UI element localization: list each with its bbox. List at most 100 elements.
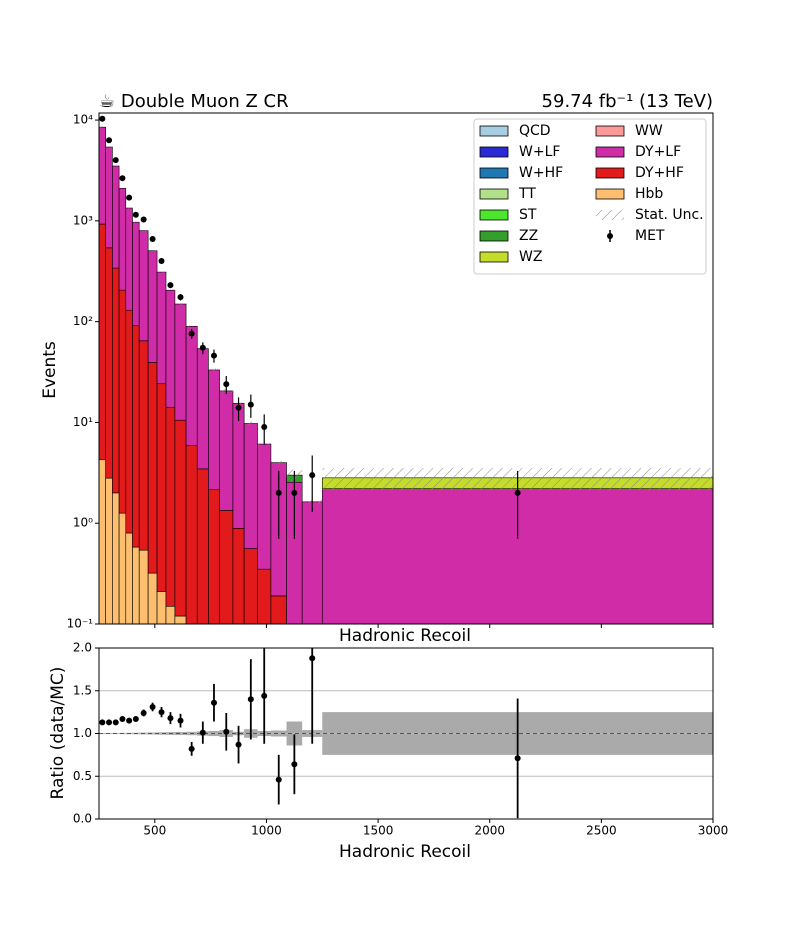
stat-unc-hatch: [148, 250, 158, 252]
legend-swatch: [595, 188, 625, 200]
histogram-bar: [105, 247, 113, 479]
data-point: [99, 719, 106, 726]
legend-label: ST: [519, 207, 537, 223]
chart-title: ☕ Double Muon Z CR: [99, 91, 289, 112]
stat-unc-hatch: [157, 271, 166, 273]
data-point: [126, 717, 133, 724]
data-point: [210, 352, 217, 359]
histogram-bar: [138, 340, 149, 551]
histogram-bar: [99, 126, 106, 225]
stat-unc-hatch: [112, 165, 120, 167]
legend-label: WZ: [519, 249, 542, 265]
histogram-bar: [219, 390, 234, 511]
histogram-bar: [185, 445, 198, 624]
data-point: [223, 381, 230, 388]
legend-label: WW: [635, 123, 663, 139]
legend-swatch: [596, 210, 624, 220]
plot-frame: [98, 647, 714, 820]
legend-label: Stat. Unc.: [635, 207, 704, 223]
histogram-bar: [147, 250, 158, 363]
stat-unc-hatch: [174, 303, 187, 305]
histogram-bar: [118, 289, 127, 514]
data-point: [223, 728, 230, 735]
x-tick-label: 1500: [363, 824, 394, 838]
histogram-bar: [165, 406, 176, 607]
histogram-bar: [156, 383, 167, 592]
y-tick-label: 1.0: [73, 726, 92, 740]
data-point: [112, 157, 119, 164]
histogram-bar: [105, 146, 113, 249]
histogram-bar: [112, 492, 120, 624]
data-point: [140, 709, 147, 716]
y-tick-label: 0.5: [73, 769, 92, 783]
data-point: [158, 257, 165, 264]
y-tick-label: 10⁻¹: [67, 617, 94, 631]
histogram-bar: [105, 477, 113, 624]
stat-unc-hatch: [125, 207, 133, 209]
histogram-bar: [232, 402, 245, 529]
data-point: [514, 755, 521, 762]
data-point: [309, 472, 316, 479]
data-point: [177, 294, 184, 301]
stat-unc-hatch: [186, 325, 198, 328]
y-tick-label: 0.0: [73, 812, 92, 826]
data-point: [235, 741, 242, 748]
data-point: [106, 719, 113, 726]
histogram-bar: [196, 348, 209, 470]
legend-label: DY+LF: [635, 144, 681, 160]
histogram-bar: [99, 223, 106, 460]
data-point: [132, 715, 139, 722]
histogram-bar: [147, 362, 158, 574]
axes: 0.0 0.5 1.0 1.5 2.0 10⁻¹ 10⁰ 10¹ 10² 10³ 10⁴ 500 100…: [67, 112, 728, 838]
histogram-bar: [165, 289, 176, 408]
data-point: [247, 696, 254, 703]
plot-frame: [98, 112, 714, 625]
data-point: [188, 330, 195, 337]
y-axis-label: Ratio (data/MC): [48, 667, 68, 800]
data-point: [291, 761, 298, 768]
data-point: [177, 717, 184, 724]
histogram-bar: [132, 325, 140, 548]
legend-swatch: [595, 146, 625, 158]
legend-swatch: [479, 125, 509, 137]
data-point: [140, 216, 147, 223]
stat-unc-hatch: [132, 221, 140, 223]
y-tick-label: 10⁰: [73, 516, 93, 530]
data-point: [119, 175, 126, 182]
stat-unc-hatch: [244, 421, 258, 426]
data-point: [291, 489, 298, 496]
y-axis-label: Events: [40, 341, 60, 399]
stat-unc-hatch: [105, 146, 113, 148]
x-tick-label: 2500: [586, 824, 617, 838]
ratio-plot: [99, 648, 713, 819]
histogram-bar: [174, 303, 187, 421]
y-tick-label: 1.5: [73, 683, 92, 697]
x-axis-label: Hadronic Recoil: [339, 842, 471, 862]
data-point: [106, 137, 113, 144]
data-point: [235, 404, 242, 411]
data-point: [210, 699, 217, 706]
histogram-bar: [118, 188, 127, 291]
chart-subtitle: 59.74 fb⁻¹ (13 TeV): [542, 91, 713, 112]
data-point: [158, 709, 165, 716]
data-point: [309, 655, 316, 662]
histogram-bar: [196, 468, 209, 624]
main-plot: [99, 115, 713, 624]
legend-box: [473, 118, 707, 275]
data-point: [514, 489, 521, 496]
legend-swatch: [479, 167, 509, 179]
histogram-bar: [132, 221, 140, 326]
histogram-bar: [185, 326, 198, 446]
y-tick-label: 10³: [73, 213, 93, 227]
data-point: [199, 729, 206, 736]
legend-label: ZZ: [519, 228, 538, 244]
stat-unc-hatch: [165, 289, 175, 291]
data-point: [188, 745, 195, 752]
legend-label: TT: [518, 186, 536, 202]
legend-label: MET: [635, 228, 665, 244]
legend-label: DY+HF: [635, 165, 684, 181]
histogram-bar: [112, 165, 120, 269]
data-point: [247, 401, 254, 408]
legend-swatch: [595, 167, 625, 179]
